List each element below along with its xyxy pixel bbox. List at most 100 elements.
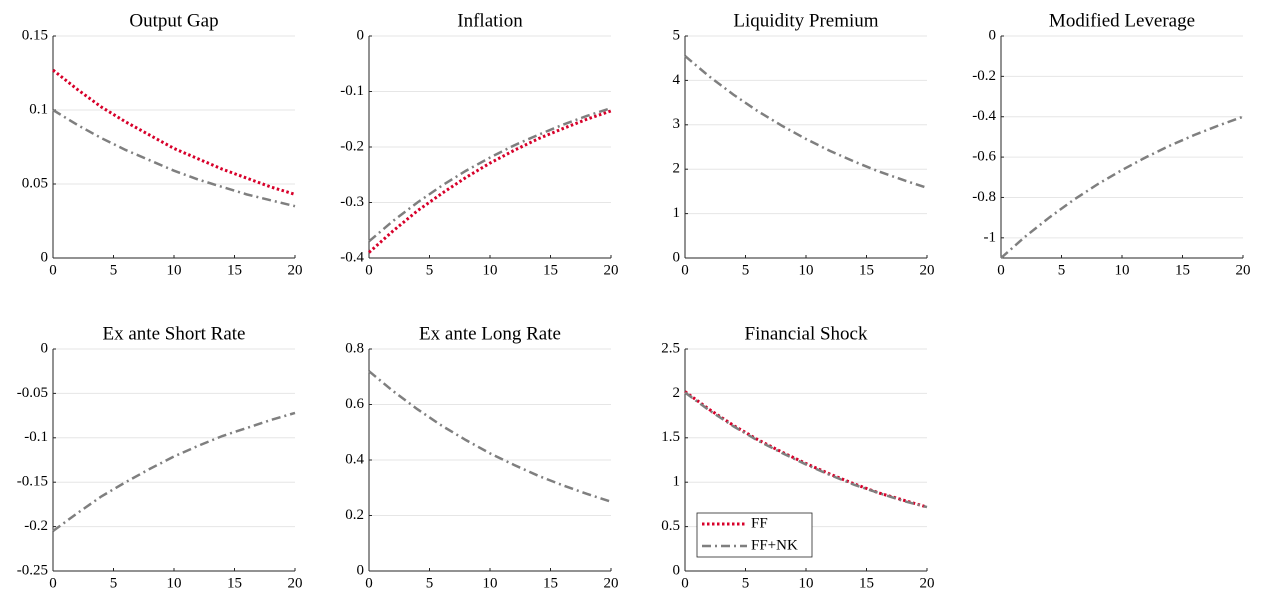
x-tick-label: 10: [799, 262, 814, 278]
x-tick-label: 0: [49, 262, 57, 278]
series-line: [52, 68, 296, 196]
x-tick-label: 20: [920, 262, 935, 278]
x-tick-label: 0: [681, 575, 689, 591]
series-line: [52, 411, 296, 533]
y-tick-label: -0.2: [340, 138, 364, 154]
y-tick-label: 0.8: [345, 340, 364, 356]
panel: 0 0.2 0.4 0.6 0.8 0 5 10 15 20 Ex ante Long Rate: [345, 323, 618, 591]
x-tick-label: 10: [167, 262, 182, 278]
panel: 0 0.5 1 1.5 2 2.5 0 5 10 15 20 Financial Shock FF FF+…: [661, 323, 934, 591]
panel: -0.25 -0.2 -0.15 -0.1 -0.05 0 0 5 10 15 20 Ex ante …: [17, 323, 303, 591]
panel-title: Financial Shock: [745, 323, 868, 344]
y-tick-label: 0.5: [661, 518, 680, 534]
y-tick-label: 1: [673, 474, 681, 490]
x-tick-label: 5: [742, 262, 750, 278]
x-tick-label: 0: [997, 262, 1005, 278]
x-tick-label: 15: [543, 262, 558, 278]
y-tick-label: 2: [673, 161, 681, 177]
series-line: [684, 390, 928, 509]
x-tick-label: 20: [920, 575, 935, 591]
x-tick-label: 10: [167, 575, 182, 591]
y-tick-label: -0.1: [340, 83, 364, 99]
y-tick-label: 0.15: [22, 27, 48, 43]
y-tick-label: 1.5: [661, 429, 680, 445]
y-tick-label: 0.4: [345, 451, 364, 467]
panel-title: Ex ante Short Rate: [103, 323, 246, 344]
x-tick-label: 5: [1058, 262, 1066, 278]
y-tick-label: 0.1: [29, 101, 48, 117]
y-tick-label: -0.05: [17, 385, 48, 401]
y-tick-label: 3: [673, 116, 681, 132]
panel: 0 1 2 3 4 5 0 5 10 15 20 Liquidity Premium: [673, 10, 935, 278]
y-tick-label: 0: [357, 27, 365, 43]
panel-title: Liquidity Premium: [733, 10, 878, 31]
y-tick-label: -0.15: [17, 474, 48, 490]
x-tick-label: 15: [543, 575, 558, 591]
x-tick-label: 5: [110, 262, 118, 278]
y-tick-label: 4: [673, 72, 681, 88]
y-tick-label: 1: [673, 205, 681, 221]
panel-title: Inflation: [457, 10, 523, 31]
y-tick-label: 2.5: [661, 340, 680, 356]
series-line: [684, 391, 928, 509]
x-tick-label: 20: [604, 575, 619, 591]
legend-box: [696, 512, 813, 558]
x-tick-label: 0: [365, 575, 373, 591]
x-tick-label: 0: [681, 262, 689, 278]
series-line: [368, 106, 612, 243]
panel-title: Ex ante Long Rate: [419, 323, 561, 344]
panel: -0.4 -0.3 -0.2 -0.1 0 0 5 10 15 20 Inflation: [340, 10, 618, 278]
y-tick-label: 0.6: [345, 396, 364, 412]
x-tick-label: 15: [227, 262, 242, 278]
x-tick-label: 10: [483, 575, 498, 591]
x-tick-label: 5: [110, 575, 118, 591]
y-tick-label: -0.8: [972, 189, 996, 205]
y-tick-label: -0.6: [972, 149, 996, 165]
series-line: [1000, 115, 1244, 259]
x-tick-label: 20: [288, 262, 303, 278]
y-tick-label: 0.05: [22, 175, 48, 191]
panel-title: Modified Leverage: [1049, 10, 1195, 31]
y-tick-label: -0.3: [340, 194, 364, 210]
y-tick-label: 0: [673, 249, 681, 265]
panel-title: Output Gap: [129, 10, 218, 31]
x-tick-label: 15: [227, 575, 242, 591]
x-tick-label: 5: [426, 262, 434, 278]
y-tick-label: 0: [673, 562, 681, 578]
y-tick-label: -0.4: [972, 108, 996, 124]
y-tick-label: 0: [989, 27, 997, 43]
y-tick-label: -0.4: [340, 249, 364, 265]
x-tick-label: 20: [288, 575, 303, 591]
x-tick-label: 5: [426, 575, 434, 591]
y-tick-label: -1: [984, 229, 997, 245]
x-tick-label: 10: [483, 262, 498, 278]
legend-label: FF: [751, 515, 768, 531]
y-tick-label: -0.2: [972, 68, 996, 84]
x-tick-label: 20: [604, 262, 619, 278]
x-tick-label: 20: [1236, 262, 1251, 278]
y-tick-label: 0: [357, 562, 365, 578]
x-tick-label: 15: [859, 262, 874, 278]
y-tick-label: -0.2: [24, 518, 48, 534]
x-tick-label: 10: [799, 575, 814, 591]
y-tick-label: -0.25: [17, 562, 48, 578]
series-line: [52, 108, 296, 208]
x-tick-label: 5: [742, 575, 750, 591]
y-tick-label: 0.2: [345, 507, 364, 523]
panel: -1 -0.8 -0.6 -0.4 -0.2 0 0 5 10 15 20 Modified Leve…: [972, 10, 1250, 278]
x-tick-label: 10: [1115, 262, 1130, 278]
series-line: [684, 55, 928, 190]
x-tick-label: 15: [859, 575, 874, 591]
x-tick-label: 15: [1175, 262, 1190, 278]
panel: 0 0.05 0.1 0.15 0 5 10 15 20 Output Gap: [22, 10, 303, 278]
y-tick-label: 2: [673, 385, 681, 401]
legend-label: FF+NK: [751, 537, 798, 553]
y-tick-label: 5: [673, 27, 681, 43]
y-tick-label: 0: [41, 249, 49, 265]
y-tick-label: -0.1: [24, 429, 48, 445]
series-line: [368, 109, 612, 254]
x-tick-label: 0: [49, 575, 57, 591]
x-tick-label: 0: [365, 262, 373, 278]
y-tick-label: 0: [41, 340, 49, 356]
